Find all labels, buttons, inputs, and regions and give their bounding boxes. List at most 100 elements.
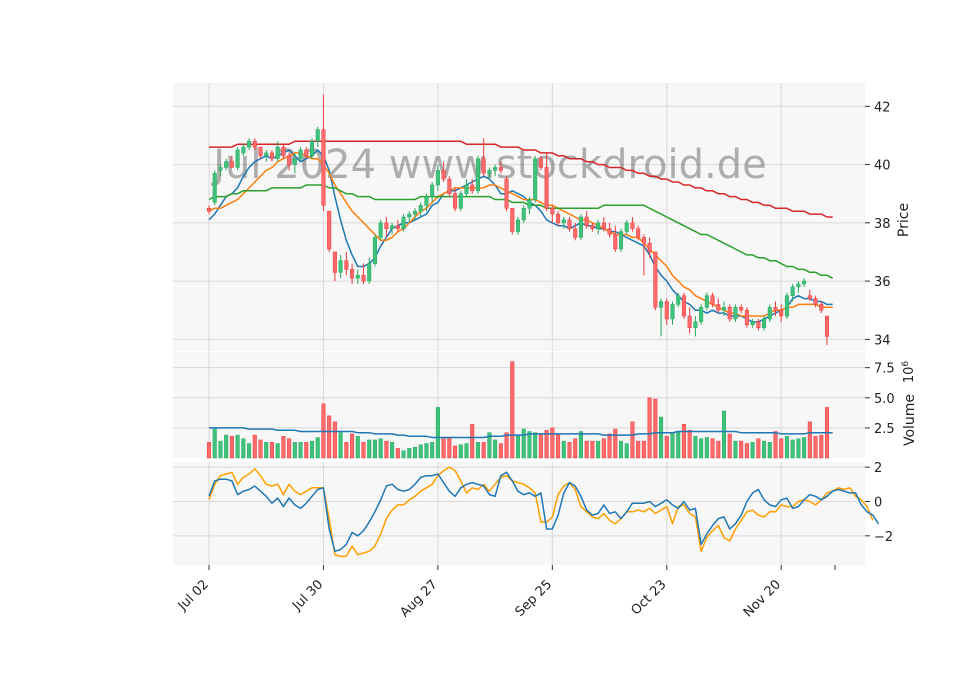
- volume-bar: [784, 436, 789, 459]
- volume-bar: [790, 439, 795, 459]
- candle-body: [269, 152, 274, 159]
- candle-body: [241, 146, 246, 154]
- volume-bar: [670, 432, 675, 459]
- volume-bar: [601, 438, 606, 459]
- volume-bar: [218, 440, 223, 459]
- candle-body: [355, 275, 360, 279]
- candle-body: [372, 237, 377, 264]
- volume-bar: [298, 442, 303, 459]
- candle-body: [762, 318, 767, 328]
- volume-bar: [378, 438, 383, 459]
- volume-bar: [275, 443, 280, 459]
- candle-body: [807, 295, 812, 299]
- candle-body: [447, 178, 452, 194]
- volume-bar: [424, 443, 429, 459]
- volume-bar: [744, 443, 749, 459]
- candle-body: [659, 301, 664, 308]
- candle-body: [693, 321, 698, 328]
- candle-body: [784, 295, 789, 317]
- volume-bar: [355, 436, 360, 459]
- volume-bar: [350, 433, 355, 459]
- volume-bar: [510, 361, 515, 459]
- volume-ma-line: [209, 427, 833, 439]
- candle-body: [390, 225, 395, 229]
- candle-body: [664, 301, 669, 320]
- candle-body: [470, 184, 475, 192]
- oscillator-y-tick-label: −2: [874, 530, 893, 545]
- volume-bar: [390, 442, 395, 459]
- candle-body: [521, 208, 526, 221]
- volume-bar: [538, 433, 543, 459]
- candle-body: [573, 228, 578, 238]
- volume-bar: [630, 421, 635, 459]
- candle-body: [235, 149, 240, 168]
- volume-bar: [332, 421, 337, 459]
- candle-body: [716, 304, 721, 311]
- volume-bar: [453, 445, 458, 459]
- candle-body: [493, 167, 498, 171]
- volume-bar: [653, 398, 658, 459]
- volume-bar: [252, 434, 257, 459]
- volume-bar: [407, 448, 412, 459]
- candle-body: [212, 173, 217, 203]
- candle-body: [561, 219, 566, 224]
- volume-bar: [802, 437, 807, 459]
- volume-bar: [813, 436, 818, 459]
- candle-body: [247, 141, 252, 148]
- price-y-tick-label: 34: [874, 333, 891, 348]
- candle-body: [418, 205, 423, 212]
- candle-body: [510, 208, 515, 232]
- candle-body: [618, 231, 624, 250]
- candle-body: [218, 167, 223, 171]
- volume-bar: [687, 430, 692, 459]
- candle-body: [435, 170, 440, 186]
- volume-bar: [487, 432, 492, 459]
- volume-bar: [756, 438, 761, 459]
- candle-body: [224, 161, 229, 168]
- volume-bar: [721, 410, 727, 459]
- candle-body: [813, 298, 818, 305]
- volume-bar: [458, 444, 463, 459]
- volume-bar: [304, 442, 309, 459]
- volume-bar: [624, 443, 629, 459]
- candle-body: [824, 315, 830, 337]
- candle-body: [527, 199, 532, 209]
- volume-bar: [613, 428, 618, 459]
- volume-bar: [418, 444, 423, 459]
- volume-bar: [435, 407, 440, 459]
- candle-body: [498, 167, 503, 171]
- candle-body: [767, 307, 772, 320]
- volume-bar: [430, 442, 435, 459]
- volume-bar: [567, 442, 572, 459]
- candle-body: [727, 307, 732, 320]
- oscillator-y-tick-label: 0: [874, 495, 882, 510]
- volume-bar: [212, 427, 217, 459]
- candle-body: [458, 193, 463, 209]
- candle-body: [704, 295, 709, 308]
- volume-bar: [710, 438, 715, 459]
- volume-bar: [779, 438, 784, 459]
- volume-bar: [773, 431, 778, 459]
- volume-bar: [504, 432, 509, 459]
- candle-body: [750, 321, 755, 326]
- volume-bar: [470, 424, 475, 459]
- candle-body: [441, 170, 446, 180]
- candle-body: [407, 213, 412, 218]
- volume-unit-exponent: 6: [901, 361, 911, 367]
- candle-body: [790, 286, 795, 296]
- volume-bar: [464, 443, 469, 459]
- candle-body: [681, 295, 686, 317]
- x-tick-label: Sep 25: [513, 577, 556, 620]
- volume-bar: [475, 442, 480, 459]
- candle-body: [321, 129, 326, 206]
- candle-body: [601, 222, 606, 229]
- volume-bar: [481, 442, 486, 459]
- volume-bar: [287, 438, 292, 459]
- volume-bar: [767, 442, 772, 459]
- volume-bar: [309, 440, 315, 459]
- volume-bar: [618, 440, 624, 459]
- candle-body: [733, 307, 738, 320]
- volume-bar: [596, 440, 601, 459]
- volume-bar: [636, 440, 641, 459]
